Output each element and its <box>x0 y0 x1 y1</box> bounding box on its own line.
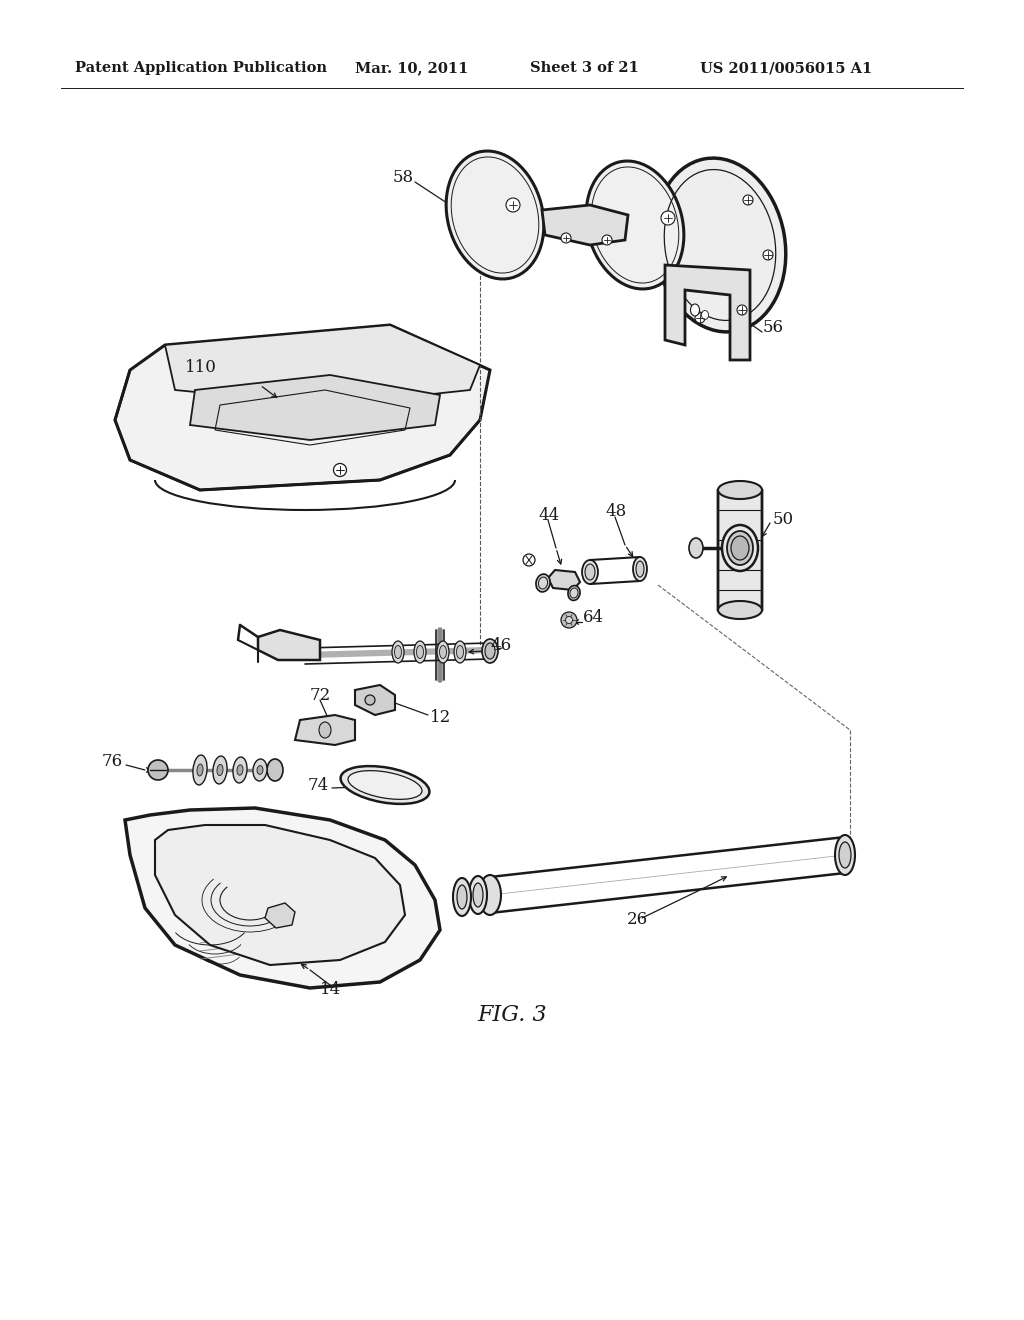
Polygon shape <box>542 205 628 246</box>
Polygon shape <box>190 375 440 440</box>
Ellipse shape <box>565 616 572 623</box>
Ellipse shape <box>469 876 487 913</box>
Ellipse shape <box>690 304 699 315</box>
Ellipse shape <box>253 759 267 781</box>
Text: 44: 44 <box>538 507 559 524</box>
Text: 72: 72 <box>310 686 331 704</box>
Ellipse shape <box>217 764 223 776</box>
Text: 12: 12 <box>430 710 452 726</box>
Ellipse shape <box>479 875 501 915</box>
Ellipse shape <box>561 612 577 628</box>
Text: 74: 74 <box>308 776 330 793</box>
Ellipse shape <box>763 249 773 260</box>
Text: Patent Application Publication: Patent Application Publication <box>75 61 327 75</box>
Ellipse shape <box>341 766 429 804</box>
Ellipse shape <box>561 234 571 243</box>
Text: 48: 48 <box>605 503 627 520</box>
Ellipse shape <box>835 836 855 875</box>
Ellipse shape <box>197 764 203 776</box>
Ellipse shape <box>506 198 520 213</box>
Polygon shape <box>155 825 406 965</box>
Ellipse shape <box>737 305 746 315</box>
Ellipse shape <box>267 759 283 781</box>
Ellipse shape <box>743 195 753 205</box>
Ellipse shape <box>482 639 498 663</box>
Text: Sheet 3 of 21: Sheet 3 of 21 <box>530 61 639 75</box>
Text: 14: 14 <box>319 982 341 998</box>
Ellipse shape <box>582 560 598 583</box>
Ellipse shape <box>446 150 544 279</box>
Polygon shape <box>665 265 750 360</box>
Ellipse shape <box>392 642 404 663</box>
Ellipse shape <box>539 577 548 589</box>
Ellipse shape <box>570 587 578 598</box>
Polygon shape <box>258 630 319 660</box>
Polygon shape <box>115 325 490 490</box>
Text: 64: 64 <box>583 610 604 627</box>
Ellipse shape <box>536 574 550 591</box>
Ellipse shape <box>585 564 595 579</box>
Polygon shape <box>355 685 395 715</box>
Ellipse shape <box>213 756 227 784</box>
Ellipse shape <box>394 645 401 659</box>
Ellipse shape <box>718 601 762 619</box>
Text: 26: 26 <box>627 912 648 928</box>
Ellipse shape <box>334 463 346 477</box>
Text: 76: 76 <box>101 754 123 771</box>
Ellipse shape <box>689 539 703 558</box>
Ellipse shape <box>633 557 647 581</box>
Ellipse shape <box>722 525 758 572</box>
Polygon shape <box>165 325 480 405</box>
Text: 110: 110 <box>185 359 217 376</box>
Text: Mar. 10, 2011: Mar. 10, 2011 <box>355 61 468 75</box>
Text: 50: 50 <box>773 511 795 528</box>
Ellipse shape <box>568 586 580 601</box>
Ellipse shape <box>602 235 612 246</box>
Ellipse shape <box>731 536 749 560</box>
Ellipse shape <box>148 760 168 780</box>
Ellipse shape <box>839 842 851 869</box>
Ellipse shape <box>453 878 471 916</box>
Text: 46: 46 <box>490 636 511 653</box>
Ellipse shape <box>232 758 247 783</box>
Ellipse shape <box>727 531 753 565</box>
Ellipse shape <box>319 722 331 738</box>
Ellipse shape <box>654 158 785 331</box>
Text: FIG. 3: FIG. 3 <box>477 1005 547 1026</box>
Ellipse shape <box>485 643 495 659</box>
Ellipse shape <box>457 645 464 659</box>
Ellipse shape <box>454 642 466 663</box>
Polygon shape <box>125 808 440 987</box>
Text: US 2011/0056015 A1: US 2011/0056015 A1 <box>700 61 872 75</box>
Ellipse shape <box>695 313 705 323</box>
Ellipse shape <box>473 883 483 907</box>
Ellipse shape <box>457 884 467 909</box>
Ellipse shape <box>586 161 684 289</box>
Text: 58: 58 <box>393 169 414 186</box>
Ellipse shape <box>701 310 709 319</box>
Text: 56: 56 <box>763 319 784 337</box>
Polygon shape <box>295 715 355 744</box>
Polygon shape <box>718 482 762 618</box>
Ellipse shape <box>662 211 675 224</box>
Ellipse shape <box>636 561 644 577</box>
Ellipse shape <box>348 771 422 800</box>
Ellipse shape <box>417 645 424 659</box>
Ellipse shape <box>718 480 762 499</box>
Ellipse shape <box>414 642 426 663</box>
Ellipse shape <box>257 766 263 775</box>
Ellipse shape <box>437 642 449 663</box>
Polygon shape <box>265 903 295 928</box>
Ellipse shape <box>237 764 243 775</box>
Ellipse shape <box>365 696 375 705</box>
Ellipse shape <box>193 755 207 785</box>
Polygon shape <box>548 570 580 590</box>
Ellipse shape <box>439 645 446 659</box>
Ellipse shape <box>523 554 535 566</box>
